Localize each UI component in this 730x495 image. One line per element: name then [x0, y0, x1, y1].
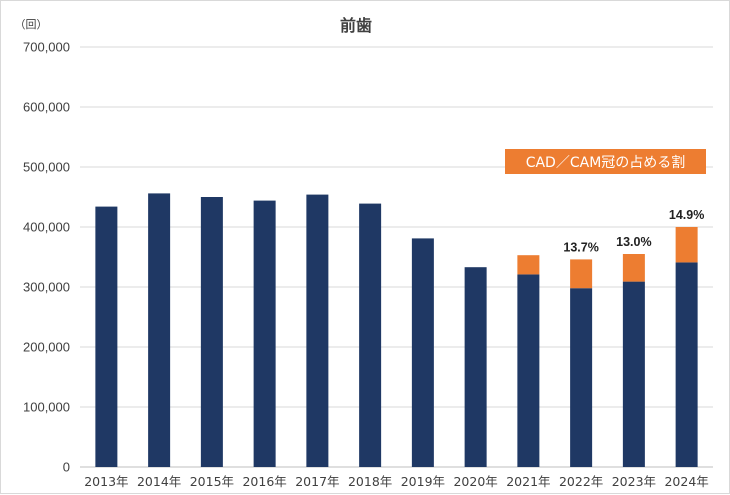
- bar-base: [517, 274, 540, 467]
- x-tick-label: 2021年: [506, 474, 550, 489]
- bar-base: [253, 200, 276, 467]
- y-tick-label: 100,000: [23, 400, 70, 415]
- x-tick-label: 2018年: [348, 474, 392, 489]
- y-tick-label: 300,000: [23, 280, 70, 295]
- y-tick-label: 700,000: [23, 40, 70, 55]
- bar-base: [464, 267, 487, 467]
- bar-base: [570, 288, 593, 467]
- bar-cad-cam: [675, 227, 698, 263]
- x-tick-label: 2016年: [242, 474, 286, 489]
- data-label: 13.7%: [563, 240, 598, 254]
- annotation-box: [505, 149, 706, 174]
- y-tick-label: 200,000: [23, 340, 70, 355]
- bar-base: [95, 206, 118, 467]
- data-label: 14.9%: [669, 208, 704, 222]
- data-label: 13.0%: [616, 235, 651, 249]
- y-tick-label: 0: [63, 460, 70, 475]
- bar-base: [148, 193, 171, 467]
- x-tick-label: 2019年: [401, 474, 445, 489]
- x-tick-label: 2022年: [559, 474, 603, 489]
- bar-base: [675, 262, 698, 467]
- chart-title: 前歯: [340, 16, 372, 35]
- bar-base: [306, 194, 329, 467]
- x-tick-label: 2014年: [137, 474, 181, 489]
- x-tick-label: 2020年: [453, 474, 497, 489]
- annotation-text: CAD／CAM冠の占める割: [526, 154, 686, 171]
- y-tick-label: 400,000: [23, 220, 70, 235]
- bar-base: [411, 238, 434, 467]
- bar-base: [622, 281, 645, 467]
- y-axis-unit-label: （回）: [15, 18, 48, 31]
- bar-base: [359, 203, 382, 467]
- bar-base: [200, 197, 223, 467]
- y-tick-label: 500,000: [23, 160, 70, 175]
- x-tick-label: 2015年: [190, 474, 234, 489]
- x-tick-label: 2023年: [612, 474, 656, 489]
- bar-cad-cam: [622, 254, 645, 282]
- bar-cad-cam: [517, 255, 540, 275]
- x-tick-label: 2024年: [664, 474, 708, 489]
- bar-cad-cam: [570, 259, 593, 289]
- y-tick-label: 600,000: [23, 100, 70, 115]
- x-tick-label: 2017年: [295, 474, 339, 489]
- x-tick-label: 2013年: [84, 474, 128, 489]
